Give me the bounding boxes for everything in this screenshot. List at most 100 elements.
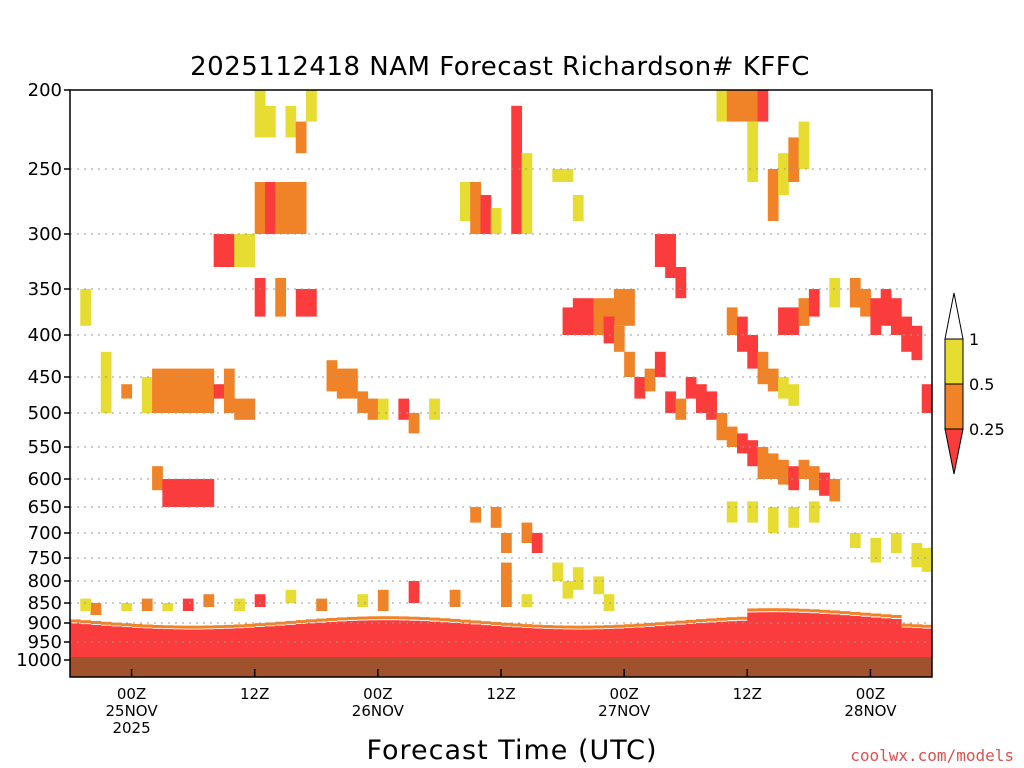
stability-cell xyxy=(193,368,204,413)
surface-cell xyxy=(737,620,748,660)
x-tick-label: 00Z xyxy=(856,685,885,703)
surface-cell xyxy=(798,612,810,660)
surface-cell xyxy=(665,625,676,660)
stability-cell xyxy=(203,594,215,607)
surface-cell xyxy=(121,627,133,660)
stability-cell xyxy=(203,479,215,507)
stability-cell xyxy=(706,391,717,420)
stability-cell xyxy=(377,589,389,611)
y-tick-label: 1000 xyxy=(16,650,62,671)
stability-cell xyxy=(860,289,871,317)
surface-cell xyxy=(521,627,533,660)
surface-edge-cell xyxy=(583,625,594,629)
stability-cell xyxy=(182,479,194,507)
legend-label: 0.5 xyxy=(969,375,994,394)
surface-cell xyxy=(839,615,851,660)
stability-cell xyxy=(254,278,266,317)
x-tick-label: 26NOV xyxy=(352,702,405,720)
surface-edge-cell xyxy=(839,611,851,615)
x-tick-label: 2025 xyxy=(112,719,150,737)
stability-cell xyxy=(572,195,584,221)
stability-cell xyxy=(121,384,133,399)
surface-cell xyxy=(767,612,779,660)
stability-cell xyxy=(767,368,779,392)
surface-cell xyxy=(613,628,625,660)
surface-cell xyxy=(213,629,225,660)
legend-swatch xyxy=(944,338,964,385)
surface-edge-cell xyxy=(695,619,707,623)
surface-edge-cell xyxy=(613,624,625,628)
surface-edge-cell xyxy=(336,617,348,621)
surface-cell xyxy=(531,628,543,660)
surface-edge-cell xyxy=(511,623,523,627)
stability-cell xyxy=(234,234,245,267)
stability-cell xyxy=(644,368,656,392)
stability-cell xyxy=(264,105,276,138)
stability-cell xyxy=(747,440,759,467)
surface-edge-cell xyxy=(347,616,358,620)
stability-cell xyxy=(819,472,830,496)
surface-cell xyxy=(162,629,174,660)
surface-edge-cell xyxy=(326,617,338,621)
y-tick-label: 250 xyxy=(28,159,62,180)
stability-cell xyxy=(747,501,759,523)
stability-cell xyxy=(521,153,533,234)
surface-edge-cell xyxy=(634,623,646,627)
surface-edge-cell xyxy=(706,618,717,622)
stability-cell xyxy=(911,325,923,361)
surface-edge-cell xyxy=(111,622,122,626)
surface-edge-cell xyxy=(90,621,102,624)
stability-cell xyxy=(254,594,266,607)
stability-cell xyxy=(275,182,286,234)
y-tick-label: 800 xyxy=(28,571,62,592)
surface-edge-cell xyxy=(880,614,892,618)
stability-cell xyxy=(890,533,902,553)
surface-edge-cell xyxy=(665,621,676,625)
surface-cell xyxy=(306,623,317,660)
surface-edge-cell xyxy=(470,620,481,624)
stability-cell xyxy=(182,368,194,413)
surface-cell xyxy=(624,628,635,660)
surface-cell xyxy=(654,626,666,660)
stability-cell xyxy=(572,298,584,335)
surface-edge-cell xyxy=(418,617,430,621)
surface-cell xyxy=(326,621,338,660)
legend-swatch xyxy=(944,383,964,430)
surface-edge-cell xyxy=(911,624,923,628)
stability-cell xyxy=(654,351,666,377)
stability-cell xyxy=(295,182,307,234)
stability-cell xyxy=(316,598,328,611)
y-tick-label: 500 xyxy=(28,403,62,424)
stability-cell xyxy=(367,398,379,420)
surface-cell xyxy=(357,620,369,660)
surface-cell xyxy=(254,626,266,660)
surface-cell xyxy=(285,624,297,660)
stability-cell xyxy=(737,433,748,454)
stability-cell xyxy=(624,289,635,326)
surface-cell xyxy=(336,621,348,660)
x-tick-label: 28NOV xyxy=(844,702,897,720)
stability-cell xyxy=(254,182,266,234)
stability-cell xyxy=(141,598,153,611)
surface-edge-cell xyxy=(901,623,912,627)
y-tick-label: 550 xyxy=(28,437,62,458)
y-tick-label: 750 xyxy=(28,548,62,569)
stability-cell xyxy=(757,90,769,122)
surface-cell xyxy=(706,622,717,660)
surface-cell xyxy=(182,629,194,660)
stability-cell xyxy=(665,234,676,278)
stability-cell xyxy=(182,598,194,611)
stability-cell xyxy=(490,208,502,234)
stability-cell xyxy=(737,90,748,122)
stability-cell xyxy=(778,307,789,335)
y-tick-label: 300 xyxy=(28,224,62,245)
stability-cell xyxy=(100,351,112,413)
stability-cell xyxy=(716,90,728,122)
stability-cell xyxy=(685,377,697,399)
surface-edge-cell xyxy=(388,616,399,620)
stability-cell xyxy=(459,182,471,221)
surface-cell xyxy=(470,624,481,660)
stability-cell xyxy=(203,368,215,413)
surface-cell xyxy=(480,625,492,660)
stability-cell xyxy=(501,533,512,553)
